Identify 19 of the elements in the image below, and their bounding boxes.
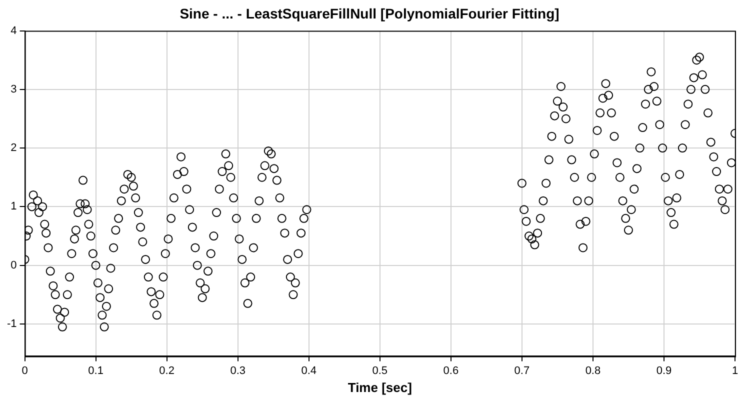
x-tick-label: 0 (22, 364, 28, 377)
x-tick-label: 0.4 (301, 364, 317, 377)
x-axis-title: Time [sec] (348, 380, 412, 395)
y-tick-label: 0 (10, 259, 17, 272)
x-tick-label: 1 (732, 364, 738, 377)
x-tick-label: 0.6 (443, 364, 459, 377)
x-tick-label: 0.2 (159, 364, 174, 377)
chart-title: Sine - ... - LeastSquareFillNull [PolynomialFourier Fitting] (180, 5, 560, 22)
y-tick-label: 3 (10, 83, 17, 96)
y-tick-label: 2 (10, 142, 17, 154)
x-tick-label: 0.3 (230, 364, 246, 377)
y-tick-label: 1 (10, 200, 17, 213)
x-tick-label: 0.8 (585, 364, 601, 377)
y-tick-label: -1 (7, 318, 17, 330)
x-tick-label: 0.9 (656, 364, 672, 377)
x-tick-label: 0.1 (88, 364, 104, 377)
x-tick-label: 0.5 (372, 364, 388, 377)
y-tick-label: 4 (10, 24, 17, 37)
x-tick-label: 0.7 (514, 364, 530, 377)
